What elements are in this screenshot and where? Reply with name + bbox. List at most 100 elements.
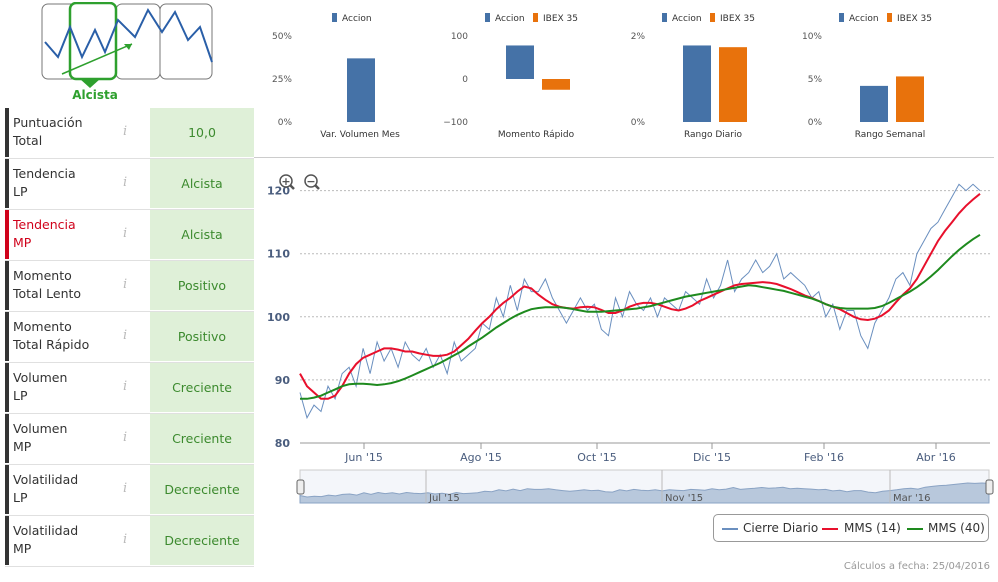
legend-mms14[interactable]: MMS (14) bbox=[844, 521, 901, 535]
x-tick-label: Abr '16 bbox=[916, 451, 956, 464]
mini-chart: 2% 0% Accion IBEX 35 Rango Diario bbox=[631, 13, 755, 140]
info-icon[interactable]: i bbox=[123, 226, 128, 241]
info-icon[interactable]: i bbox=[123, 328, 128, 343]
navigator-handle[interactable] bbox=[985, 479, 994, 495]
y-tick-label: 120 bbox=[267, 185, 290, 198]
indicator-row[interactable]: Volatilidad MP i Decreciente bbox=[5, 516, 254, 567]
mini-legend-label: Accion bbox=[849, 14, 879, 24]
price-chart[interactable]: 80 90 100 110 120 Jun '15 Ago '15 Oct '15 Dic '1… bbox=[254, 158, 998, 578]
mms14-legend-swatch bbox=[822, 528, 838, 530]
mini-legend-label: Accion bbox=[495, 14, 525, 24]
mini-y-tick: 0 bbox=[462, 75, 468, 85]
indicator-value: Creciente bbox=[150, 363, 254, 412]
mini-legend-swatch bbox=[332, 13, 337, 22]
mini-legend-swatch bbox=[710, 13, 715, 22]
indicator-row[interactable]: Momento Total Lento i Positivo bbox=[5, 261, 254, 312]
info-icon[interactable]: i bbox=[123, 430, 128, 445]
mini-bar[interactable] bbox=[719, 47, 747, 122]
mini-legend-swatch bbox=[485, 13, 490, 22]
mini-y-tick: 5% bbox=[808, 75, 823, 85]
info-icon[interactable]: i bbox=[123, 481, 128, 496]
mini-chart-title: Rango Diario bbox=[684, 130, 743, 140]
mini-legend-swatch bbox=[533, 13, 538, 22]
series-line[interactable] bbox=[299, 193, 981, 400]
mini-bar-charts: 50% 25% 0% Accion Var. Volumen Mes 100 0 −100 Ac… bbox=[272, 13, 932, 140]
indicator-value: Decreciente bbox=[150, 516, 254, 565]
indicator-label: Momento Total Rápido bbox=[5, 312, 148, 361]
x-tick-label: Ago '15 bbox=[460, 451, 502, 464]
indicator-row[interactable]: Momento Total Rápido i Positivo bbox=[5, 312, 254, 363]
indicator-label: Volatilidad MP bbox=[5, 516, 148, 565]
indicator-label: Momento Total Lento bbox=[5, 261, 148, 310]
info-icon[interactable]: i bbox=[123, 175, 128, 190]
indicator-row[interactable]: Tendencia LP i Alcista bbox=[5, 159, 254, 210]
mini-legend-label: IBEX 35 bbox=[543, 14, 578, 24]
zoom-in-label: + bbox=[281, 175, 290, 188]
info-icon[interactable]: i bbox=[123, 277, 128, 292]
indicator-value: Decreciente bbox=[150, 465, 254, 514]
navigator-tick-label: Jul '15 bbox=[428, 493, 460, 504]
indicator-label: Volatilidad LP bbox=[5, 465, 148, 514]
mini-chart: 50% 25% 0% Accion Var. Volumen Mes bbox=[272, 13, 400, 140]
y-tick-label: 110 bbox=[267, 248, 290, 261]
mms40-legend-swatch bbox=[907, 528, 923, 530]
mini-y-tick: 0% bbox=[808, 118, 823, 128]
mini-bar[interactable] bbox=[683, 45, 711, 122]
indicator-label: Tendencia MP bbox=[5, 210, 148, 259]
y-tick-label: 80 bbox=[275, 437, 291, 450]
indicator-value: Positivo bbox=[150, 312, 254, 361]
indicator-value: Alcista bbox=[150, 210, 254, 259]
legend-mms40[interactable]: MMS (40) bbox=[928, 521, 985, 535]
indicator-row[interactable]: Volumen MP i Creciente bbox=[5, 414, 254, 465]
chart-legend: Cierre Diario MMS (14) MMS (40) bbox=[713, 514, 989, 542]
indicator-value: Alcista bbox=[150, 159, 254, 208]
indicator-value: Creciente bbox=[150, 414, 254, 463]
indicator-value: 10,0 bbox=[150, 108, 254, 157]
indicator-row[interactable]: Puntuación Total i 10,0 bbox=[5, 108, 254, 159]
indicator-label: Puntuación Total bbox=[5, 108, 148, 157]
indicator-row[interactable]: Tendencia MP i Alcista bbox=[5, 210, 254, 261]
mini-y-tick: 0% bbox=[278, 118, 293, 128]
calc-date: Cálculos a fecha: 25/04/2016 bbox=[843, 561, 990, 572]
mini-y-tick: 0% bbox=[631, 118, 646, 128]
info-icon[interactable]: i bbox=[123, 532, 128, 547]
mini-legend-swatch bbox=[839, 13, 844, 22]
mini-legend-label: Accion bbox=[672, 14, 702, 24]
info-icon[interactable]: i bbox=[123, 379, 128, 394]
x-tick-label: Jun '15 bbox=[344, 451, 383, 464]
info-icon[interactable]: i bbox=[123, 124, 128, 139]
zoom-out-label: − bbox=[306, 175, 315, 188]
x-tick-label: Feb '16 bbox=[804, 451, 844, 464]
navigator-tick-label: Mar '16 bbox=[893, 493, 931, 504]
trend-card: Alcista bbox=[40, 2, 215, 102]
mini-y-tick: 2% bbox=[631, 32, 646, 42]
y-tick-label: 100 bbox=[267, 311, 290, 324]
mini-bar[interactable] bbox=[542, 79, 570, 90]
x-tick-label: Oct '15 bbox=[577, 451, 617, 464]
series-line[interactable] bbox=[299, 183, 981, 420]
mini-bar[interactable] bbox=[896, 76, 924, 122]
trend-label: Alcista bbox=[72, 88, 118, 102]
mini-bar[interactable] bbox=[347, 58, 375, 122]
indicator-label: Tendencia LP bbox=[5, 159, 148, 208]
price-legend-swatch bbox=[722, 528, 738, 530]
mini-bar[interactable] bbox=[860, 85, 888, 122]
indicator-row[interactable]: Volatilidad LP i Decreciente bbox=[5, 465, 254, 516]
mini-y-tick: 10% bbox=[802, 32, 822, 42]
navigator-series bbox=[299, 482, 990, 504]
indicator-row[interactable]: Volumen LP i Creciente bbox=[5, 363, 254, 414]
mini-chart: 100 0 −100 Accion IBEX 35 Momento Rápido bbox=[443, 13, 578, 140]
mini-chart-title: Momento Rápido bbox=[498, 130, 575, 140]
series-line[interactable] bbox=[300, 233, 981, 400]
legend-price[interactable]: Cierre Diario bbox=[743, 521, 819, 535]
mini-y-tick: 50% bbox=[272, 32, 292, 42]
divider bbox=[254, 157, 994, 158]
navigator-handle[interactable] bbox=[296, 479, 305, 495]
zoom-out-icon[interactable]: − bbox=[304, 174, 320, 190]
mini-legend-swatch bbox=[662, 13, 667, 22]
trend-card-graphic bbox=[41, 2, 213, 88]
mini-bar[interactable] bbox=[506, 45, 534, 79]
indicator-list: Puntuación Total i 10,0 Tendencia LP i Alcista T… bbox=[5, 108, 254, 567]
mini-legend-swatch bbox=[887, 13, 892, 22]
zoom-in-icon[interactable]: + bbox=[279, 174, 295, 190]
